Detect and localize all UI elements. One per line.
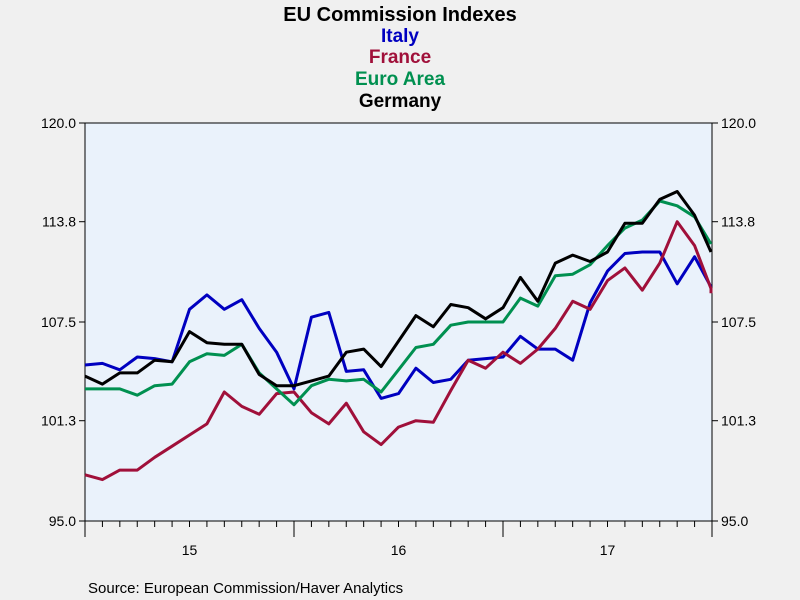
legend-italy: Italy [381, 26, 419, 47]
series-line-euro-area [85, 199, 713, 407]
y-tick-label-left: 120.0 [41, 115, 76, 131]
x-tick-label: 15 [182, 542, 198, 558]
y-tick-label-right: 95.0 [721, 513, 748, 529]
y-tick-label-right: 113.8 [721, 214, 755, 230]
y-tick-label-left: 95.0 [49, 513, 76, 529]
source-note: Source: European Commission/Haver Analyt… [88, 580, 403, 597]
y-ticks-left: 120.0 113.8 107.5 101.3 95.0 [41, 115, 85, 529]
y-tick-label-left: 107.5 [41, 314, 76, 330]
plot-area [84, 122, 713, 522]
chart-title: EU Commission Indexes [283, 4, 516, 26]
y-tick-label-left: 101.3 [41, 413, 76, 429]
series-line-france [84, 220, 713, 482]
series-line-germany [84, 190, 713, 388]
x-tick-label: 17 [600, 542, 616, 558]
series-lines [84, 190, 713, 482]
legend-france: France [369, 47, 431, 68]
y-tick-label-right: 120.0 [721, 115, 756, 131]
legend-germany: Germany [359, 91, 442, 112]
series-line-italy [84, 250, 713, 400]
y-tick-label-left: 113.8 [42, 214, 76, 230]
y-ticks-right: 120.0 113.8 107.5 101.3 95.0 [712, 115, 756, 529]
x-tick-label: 16 [391, 542, 407, 558]
y-tick-label-right: 107.5 [721, 314, 756, 330]
x-ticks: 15 16 17 [84, 521, 713, 558]
legend-euro-area: Euro Area [355, 69, 446, 90]
y-tick-label-right: 101.3 [721, 413, 756, 429]
